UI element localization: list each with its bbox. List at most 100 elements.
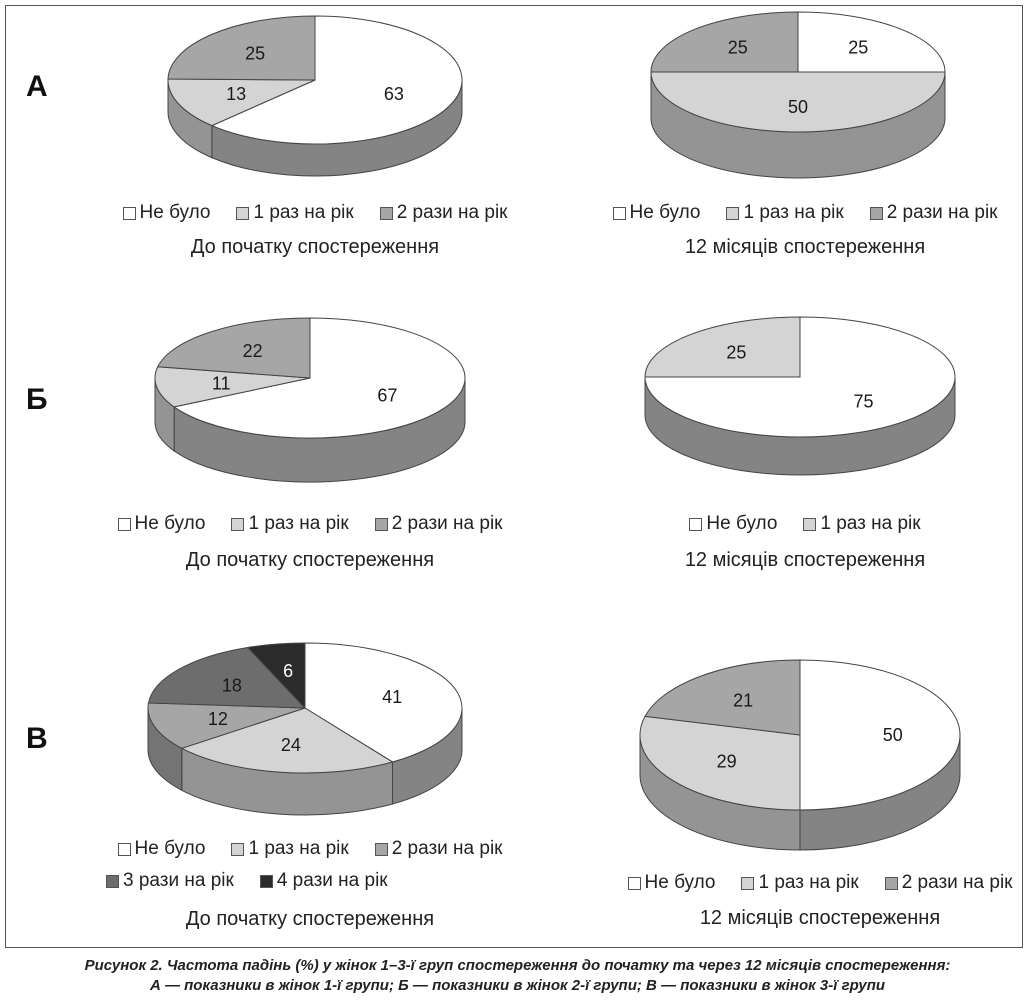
legend-label: 2 рази на рік [396, 202, 508, 223]
legend-label: 4 рази на рік [276, 870, 388, 891]
legend-swatch [231, 842, 245, 856]
row-label-a: А [26, 70, 48, 103]
legend-swatch [869, 206, 883, 220]
chart-subtitle: 12 місяців спостереження [684, 549, 926, 571]
legend-item: 1 раз на рік [231, 838, 349, 860]
legend-swatch [741, 876, 755, 890]
pie-slice [650, 11, 799, 73]
legend-label: 2 рази на рік [391, 513, 503, 534]
legend-label: 3 рази на рік [123, 870, 234, 891]
pie-data-label: 25 [848, 37, 868, 57]
pie-data-label: 6 [283, 661, 293, 681]
pie-top-group [147, 642, 463, 774]
pie-data-label: 50 [883, 725, 903, 745]
legend-label: 1 раз на рік [253, 202, 354, 223]
legend-label: Не було [629, 202, 701, 223]
pie-top-group [167, 15, 463, 145]
legend-swatch [374, 517, 388, 531]
legend-swatch [612, 206, 626, 220]
legend-b-after: Не було 1 раз на рік [555, 513, 1035, 545]
pie-top-group [639, 659, 961, 811]
legend-swatch [689, 517, 703, 531]
legend-item: 1 раз на рік [231, 513, 349, 535]
figure-caption: Рисунок 2. Частота падінь (%) у жінок 1–… [0, 956, 1035, 996]
pie-top-group [154, 317, 466, 439]
legend-item: Не було [689, 513, 777, 535]
pie-data-label: 25 [728, 37, 748, 57]
pie-chart-a-after: 25 50 25 [650, 11, 946, 179]
caption-line-2: А — показники в жінок 1-ї групи; Б — пок… [149, 977, 886, 994]
legend-label: 2 рази на рік [886, 202, 998, 223]
legend-item: 2 рази на рік [374, 513, 503, 535]
pie-data-label: 29 [717, 752, 737, 772]
legend-item: 4 рази на рік [259, 870, 388, 892]
legend-label: 2 рази на рік [391, 838, 503, 859]
legend-a-before: Не було 1 раз на рік 2 рази на рік [65, 202, 565, 234]
pie-data-label: 67 [377, 386, 397, 406]
pie-label-group: 50 29 21 [717, 691, 903, 772]
pie-label-group: 67 11 22 [212, 341, 398, 406]
legend-item: 2 рази на рік [374, 838, 503, 860]
row-label-v: В [26, 722, 48, 755]
pie-panel-b-after: 75 25 Не було 1 раз на рік 12 місяців спо… [555, 310, 1035, 610]
legend-label: Не було [644, 872, 716, 893]
chart-subtitle: До початку спостереження [185, 549, 435, 571]
pie-slice [639, 715, 801, 811]
pie-data-label: 41 [382, 687, 402, 707]
pie-label-group: 63 13 25 [226, 44, 404, 105]
pie-panel-v-before: 41 24 12 18 6 Не було 1 раз на рік 2 рази на… [60, 632, 560, 932]
chart-subtitle: 12 місяців спостереження [699, 907, 941, 929]
pie-slice [799, 659, 961, 811]
pie-chart-v-after: 50 29 21 [639, 659, 961, 851]
pie-data-label: 25 [245, 44, 265, 64]
pie-top-group [644, 316, 956, 438]
legend-item: Не було [117, 838, 206, 860]
legend-a-after: Не було 1 раз на рік 2 рази на рік [555, 202, 1035, 234]
pie-slice [246, 642, 306, 710]
pie-data-label: 63 [384, 84, 404, 104]
legend-b-before: Не було 1 раз на рік 2 рази на рік [60, 513, 560, 545]
legend-label: Не було [139, 202, 211, 223]
legend-item: 1 раз на рік [741, 872, 859, 894]
legend-swatch [627, 876, 641, 890]
legend-item: 1 раз на рік [803, 513, 921, 535]
pie-chart-a-before: 63 13 25 [167, 15, 463, 177]
chart-subtitle: До початку спостереження [185, 908, 435, 930]
legend-swatch [259, 874, 273, 888]
pie-label-group: 75 25 [726, 342, 873, 411]
pie-slice [644, 316, 956, 438]
legend-label: 1 раз на рік [248, 838, 349, 859]
pie-slice [167, 15, 316, 81]
legend-v-after: Не було 1 раз на рік 2 рази на рік [570, 872, 1035, 904]
pie-panel-v-after: 50 29 21 Не було 1 раз на рік 2 рази на рі… [570, 632, 1035, 932]
pie-slice [167, 78, 316, 127]
pie-data-label: 13 [226, 84, 246, 104]
pie-slice [797, 11, 946, 73]
legend-swatch [379, 206, 393, 220]
pie-slice [304, 642, 463, 763]
pie-panel-a-before: 63 13 25 Не було 1 раз на рік 2 рази на рі… [65, 0, 565, 300]
legend-swatch [117, 517, 131, 531]
legend-label: 1 раз на рік [758, 872, 859, 893]
legend-item: 2 рази на рік [869, 202, 998, 224]
legend-swatch [374, 842, 388, 856]
pie-slice [147, 702, 306, 749]
legend-swatch [117, 842, 131, 856]
pie-chart-v-before: 41 24 12 18 6 [147, 642, 463, 816]
pie-data-label: 11 [212, 373, 231, 393]
legend-item: Не було [117, 513, 206, 535]
legend-item: 1 раз на рік [236, 202, 354, 224]
chart-subtitle: 12 місяців спостереження [684, 236, 926, 258]
legend-label: 1 раз на рік [743, 202, 844, 223]
legend-label: Не було [134, 838, 206, 859]
pie-chart-b-after: 75 25 [644, 316, 956, 476]
pie-data-label: 12 [208, 709, 228, 729]
pie-chart-b-before: 67 11 22 [154, 317, 466, 483]
legend-swatch [803, 517, 817, 531]
legend-label: Не було [706, 513, 778, 534]
row-label-b: Б [26, 383, 48, 416]
legend-item: 3 рази на рік [106, 870, 234, 892]
legend-swatch [122, 206, 136, 220]
legend-label: Не було [134, 513, 206, 534]
legend-v-before: Не було 1 раз на рік 2 рази на рік 3 раз… [60, 838, 560, 902]
